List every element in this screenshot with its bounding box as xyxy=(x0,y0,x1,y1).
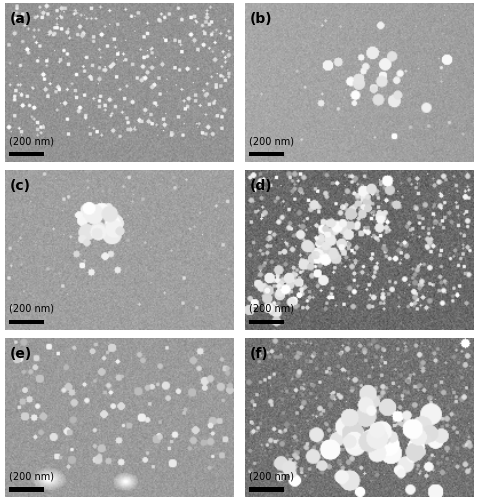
Text: (c): (c) xyxy=(10,180,30,194)
Bar xyxy=(250,152,283,156)
Bar xyxy=(10,152,43,156)
Bar xyxy=(10,320,43,324)
Text: (200 nm): (200 nm) xyxy=(250,472,294,482)
Bar xyxy=(250,487,283,492)
Text: (200 nm): (200 nm) xyxy=(10,136,54,146)
Text: (e): (e) xyxy=(10,347,32,361)
Text: (200 nm): (200 nm) xyxy=(250,304,294,314)
Bar xyxy=(10,487,43,492)
Text: (200 nm): (200 nm) xyxy=(250,136,294,146)
Text: (200 nm): (200 nm) xyxy=(10,304,54,314)
Text: (a): (a) xyxy=(10,12,32,26)
Text: (b): (b) xyxy=(250,12,272,26)
Bar xyxy=(250,320,283,324)
Text: (f): (f) xyxy=(250,347,268,361)
Text: (200 nm): (200 nm) xyxy=(10,472,54,482)
Text: (d): (d) xyxy=(250,180,272,194)
